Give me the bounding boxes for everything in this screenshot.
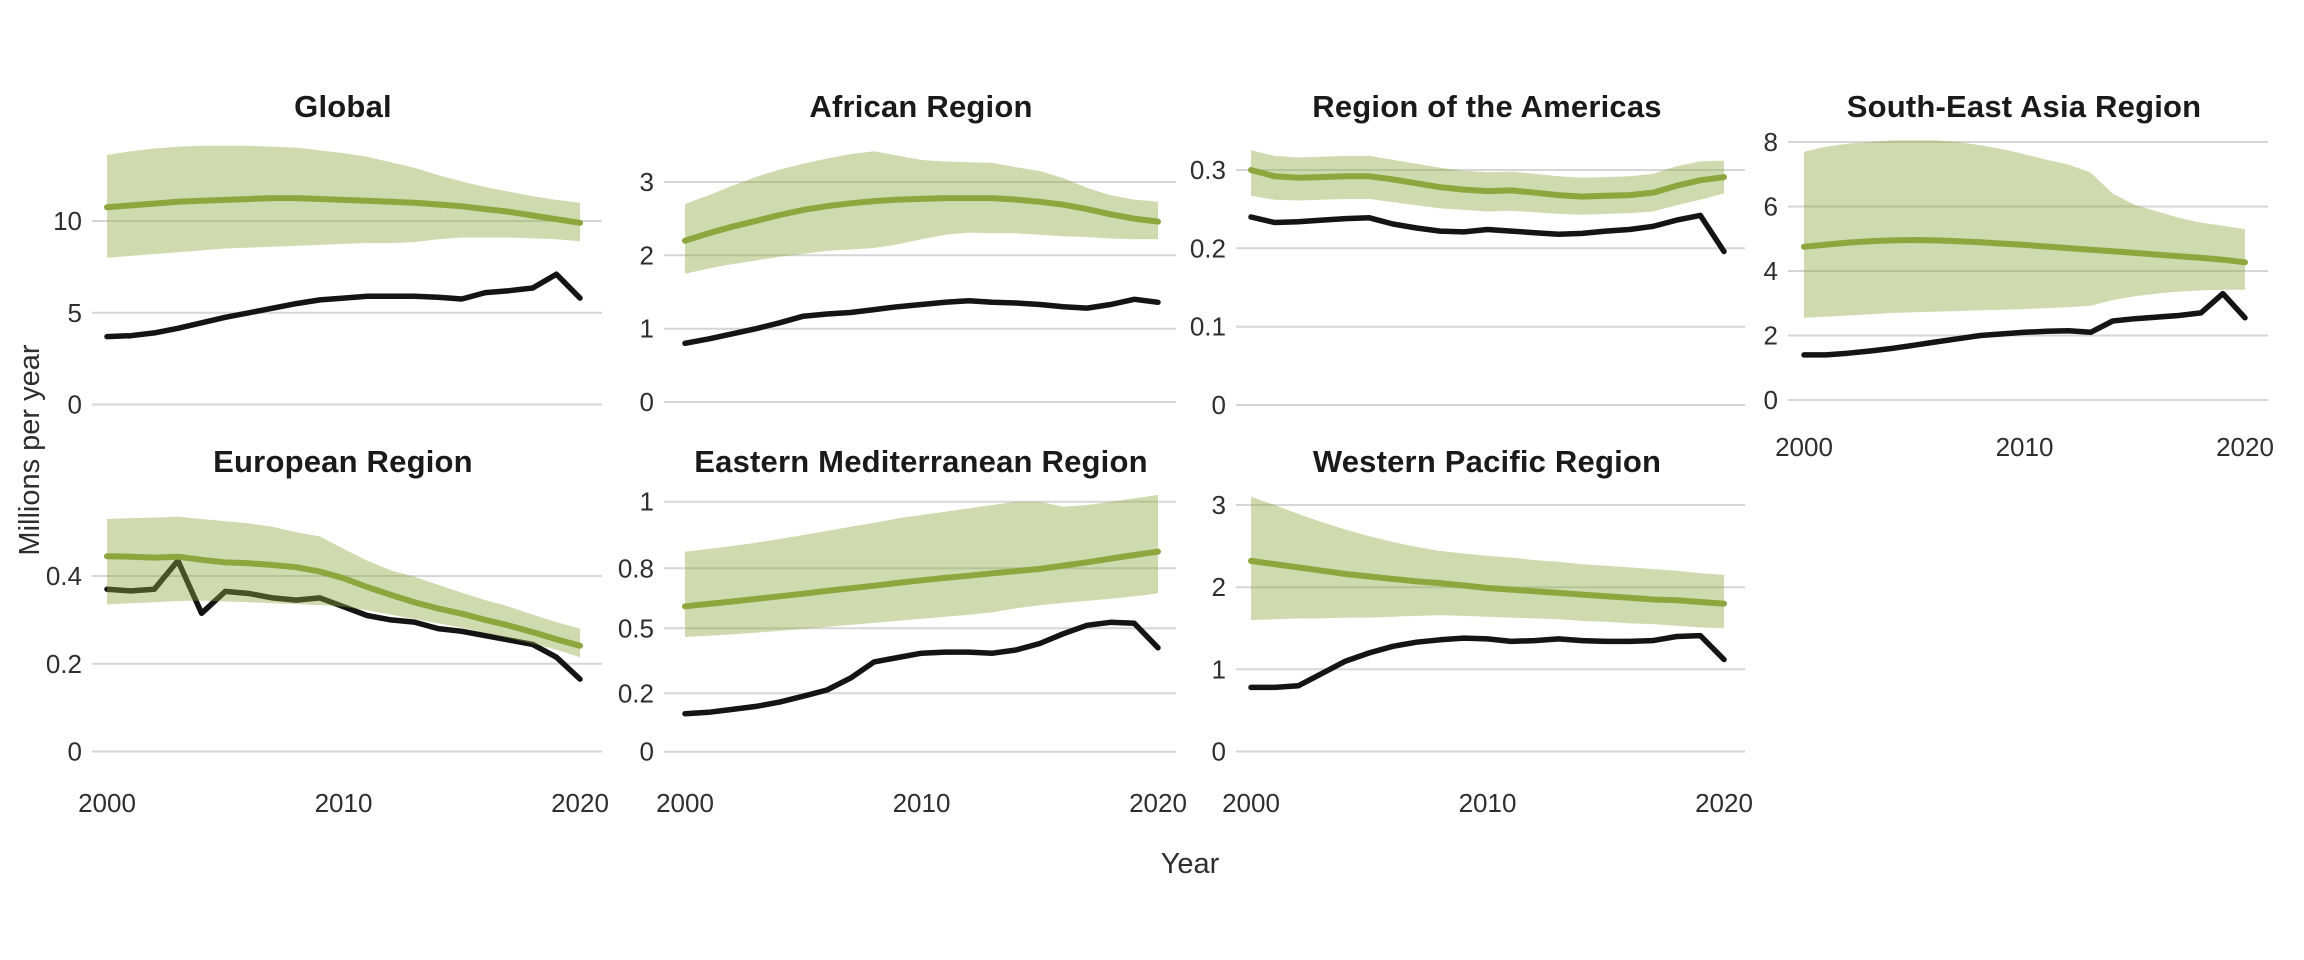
emr-uncertainty-band xyxy=(685,495,1158,637)
european-xtick-2020: 2020 xyxy=(551,788,609,818)
wpr-ytick-1: 1 xyxy=(1212,654,1226,684)
panel-title-global: Global xyxy=(294,89,392,124)
emr-ytick-1: 1 xyxy=(640,487,654,517)
european-estimate-line xyxy=(104,553,583,649)
wpr-ytick-0: 0 xyxy=(1212,737,1226,767)
wpr-uncertainty-band xyxy=(1251,496,1724,629)
global-ytick-10: 10 xyxy=(53,206,82,236)
sea-xtick-2020: 2020 xyxy=(2216,432,2274,462)
sea-xtick-2000: 2000 xyxy=(1775,432,1833,462)
european-xtick-2010: 2010 xyxy=(315,788,373,818)
wpr-xtick-2020: 2020 xyxy=(1695,788,1753,818)
panel-title-americas: Region of the Americas xyxy=(1312,89,1662,124)
european-xtick-2000: 2000 xyxy=(78,788,136,818)
americas-ytick-0.1: 0.1 xyxy=(1190,312,1226,342)
european-ytick-0: 0 xyxy=(68,737,82,767)
sea-ytick-0: 0 xyxy=(1764,385,1778,415)
european-ytick-0.2: 0.2 xyxy=(46,649,82,679)
african-ytick-2: 2 xyxy=(640,240,654,270)
african-ytick-0: 0 xyxy=(640,387,654,417)
x-axis-label: Year xyxy=(1160,848,1220,880)
panel-wpr: 0 1 2 3 2000 2010 2020 xyxy=(1212,490,1753,818)
african-estimate-line xyxy=(682,195,1161,244)
global-notified-line xyxy=(104,271,583,340)
emr-ytick-0.8: 0.8 xyxy=(618,553,654,583)
y-axis-label: Millions per year xyxy=(14,344,46,556)
european-notified-line xyxy=(104,557,583,682)
americas-ytick-0.2: 0.2 xyxy=(1190,233,1226,263)
americas-estimate-line xyxy=(1248,167,1727,200)
americas-notified-line xyxy=(1248,212,1727,255)
wpr-ytick-2: 2 xyxy=(1212,572,1226,602)
sea-xtick-2010: 2010 xyxy=(1996,432,2054,462)
wpr-xtick-2000: 2000 xyxy=(1222,788,1280,818)
emr-estimate-line xyxy=(682,548,1161,610)
panel-title-eastern-mediterranean: Eastern Mediterranean Region xyxy=(694,444,1148,479)
emr-xtick-2000: 2000 xyxy=(656,788,714,818)
global-estimate-line xyxy=(104,195,583,226)
panel-global: 0 5 10 xyxy=(53,145,602,420)
panel-title-south-east-asia: South-East Asia Region xyxy=(1846,89,2202,124)
wpr-estimate-line xyxy=(1248,557,1727,607)
americas-ytick-0: 0 xyxy=(1212,390,1226,420)
global-ytick-0: 0 xyxy=(68,390,82,420)
sea-notified-line xyxy=(1801,290,2248,358)
african-notified-line xyxy=(682,296,1161,347)
panel-title-african: African Region xyxy=(809,89,1033,124)
panel-emr: 0 0.2 0.5 0.8 1 2000 2010 2020 xyxy=(618,487,1187,818)
african-ytick-1: 1 xyxy=(640,314,654,344)
wpr-xtick-2010: 2010 xyxy=(1459,788,1517,818)
panel-european: 0 0.2 0.4 2000 2010 2020 xyxy=(46,516,609,818)
panel-sea: 0 2 4 6 8 2000 2010 2020 xyxy=(1764,127,2274,462)
panel-title-western-pacific: Western Pacific Region xyxy=(1312,444,1662,479)
wpr-ytick-3: 3 xyxy=(1212,490,1226,520)
panel-americas: 0 0.1 0.2 0.3 xyxy=(1190,150,1745,420)
emr-xtick-2020: 2020 xyxy=(1129,788,1187,818)
european-uncertainty-band xyxy=(107,516,580,658)
sea-uncertainty-band xyxy=(1804,140,2245,318)
sea-ytick-2: 2 xyxy=(1764,321,1778,351)
emr-ytick-0.5: 0.5 xyxy=(618,613,654,643)
panel-african: 0 1 2 3 xyxy=(640,151,1176,417)
emr-notified-line xyxy=(682,619,1161,717)
european-ytick-0.4: 0.4 xyxy=(46,561,82,591)
african-uncertainty-band xyxy=(685,151,1158,274)
sea-ytick-8: 8 xyxy=(1764,127,1778,157)
emr-ytick-0.2: 0.2 xyxy=(618,678,654,708)
emr-xtick-2010: 2010 xyxy=(893,788,951,818)
emr-ytick-0: 0 xyxy=(640,737,654,767)
global-ytick-5: 5 xyxy=(68,298,82,328)
sea-ytick-6: 6 xyxy=(1764,192,1778,222)
african-ytick-3: 3 xyxy=(640,167,654,197)
americas-ytick-0.3: 0.3 xyxy=(1190,155,1226,185)
panel-title-european: European Region xyxy=(213,444,473,479)
wpr-notified-line xyxy=(1248,632,1727,691)
sea-estimate-line xyxy=(1801,237,2248,266)
americas-uncertainty-band xyxy=(1251,150,1724,215)
sea-ytick-4: 4 xyxy=(1764,256,1778,286)
